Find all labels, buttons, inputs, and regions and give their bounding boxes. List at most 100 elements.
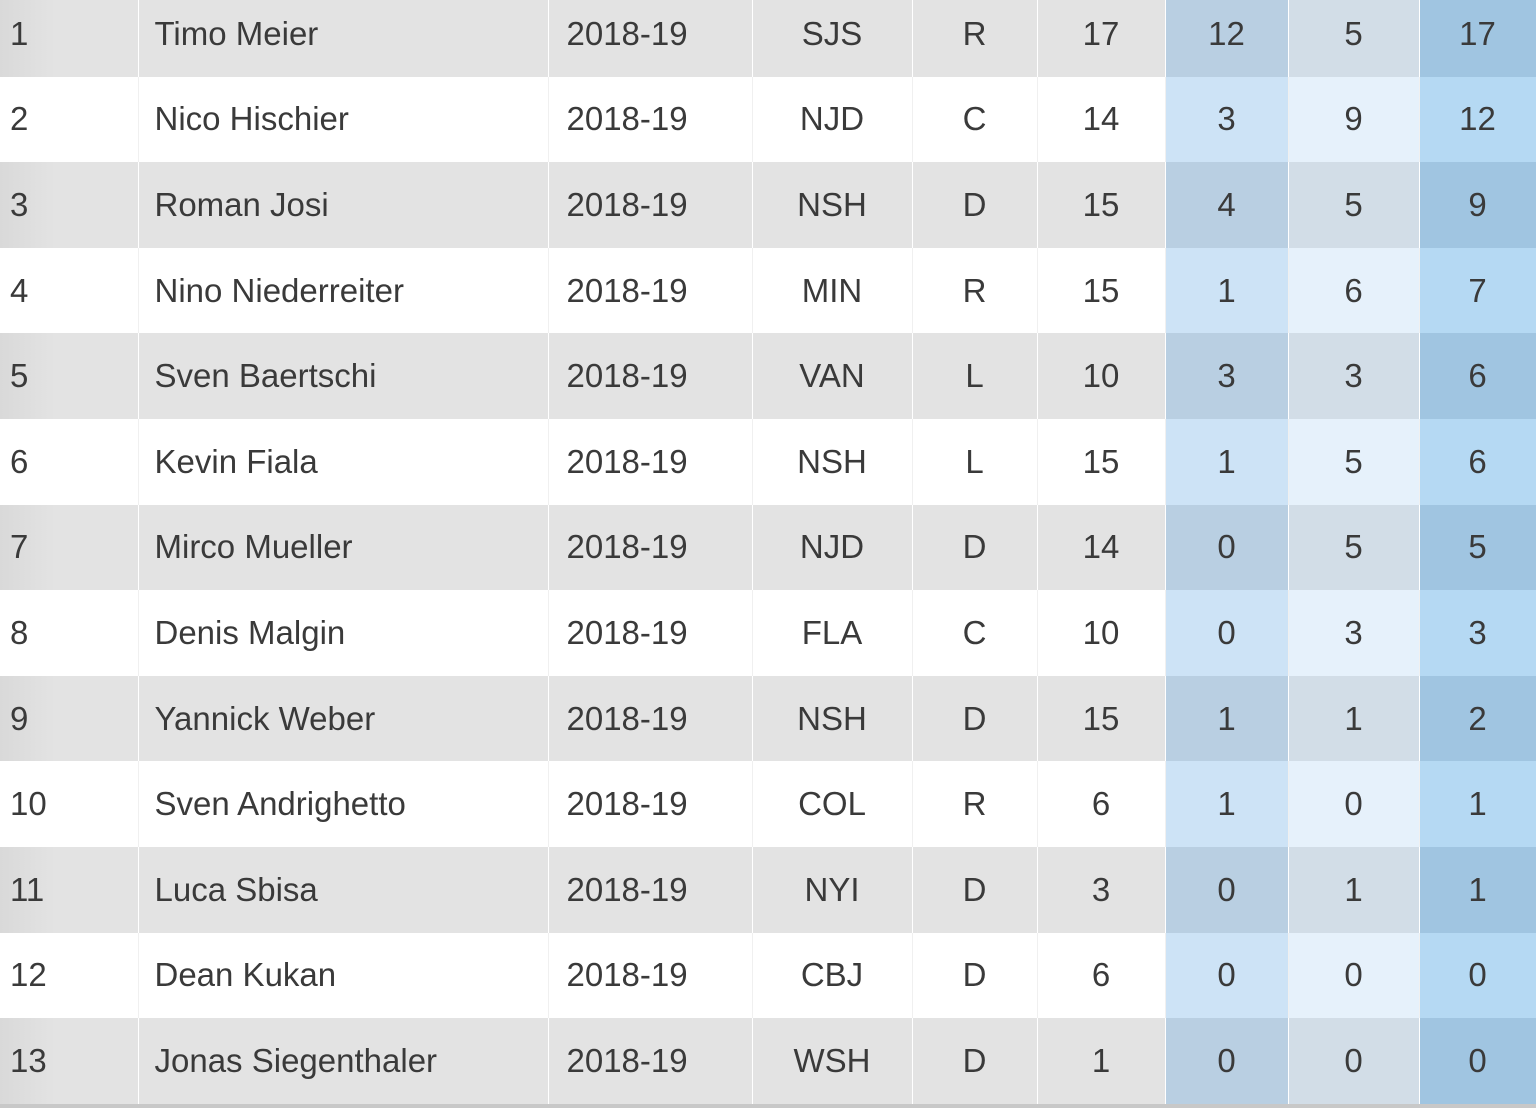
team-cell: NSH: [752, 418, 913, 505]
points-cell: 7: [1419, 247, 1536, 334]
rank-cell: 6: [0, 418, 139, 505]
player-name-cell: Sven Baertschi: [138, 333, 549, 419]
position-cell: D: [912, 162, 1038, 248]
rank-cell: 10: [0, 761, 139, 847]
assists-cell: 5: [1288, 0, 1420, 77]
goals-cell: 0: [1165, 932, 1289, 1019]
rank-cell: 7: [0, 504, 139, 591]
position-cell: D: [912, 932, 1038, 1019]
team-cell: NSH: [752, 162, 913, 248]
player-name-cell: Mirco Mueller: [138, 504, 549, 591]
assists-cell: 1: [1288, 675, 1420, 762]
games-played-cell: 6: [1037, 932, 1166, 1019]
season-cell: 2018-19: [548, 418, 753, 505]
team-cell: CBJ: [752, 932, 913, 1019]
rank-cell: 2: [0, 76, 139, 163]
games-played-cell: 10: [1037, 590, 1166, 676]
player-name-cell: Nico Hischier: [138, 76, 549, 163]
assists-cell: 5: [1288, 504, 1420, 591]
position-cell: C: [912, 590, 1038, 676]
table-row: 9 Yannick Weber 2018-19 NSH D 15 1 1 2: [0, 675, 1536, 762]
games-played-cell: 17: [1037, 0, 1166, 77]
player-name-cell: Jonas Siegenthaler: [138, 1018, 549, 1104]
assists-cell: 3: [1288, 590, 1420, 676]
position-cell: L: [912, 333, 1038, 419]
assists-cell: 0: [1288, 1018, 1420, 1104]
player-name-cell: Denis Malgin: [138, 590, 549, 676]
season-cell: 2018-19: [548, 504, 753, 591]
rank-cell: 4: [0, 247, 139, 334]
rank-cell: 8: [0, 590, 139, 676]
team-cell: VAN: [752, 333, 913, 419]
goals-cell: 1: [1165, 418, 1289, 505]
points-cell: 1: [1419, 761, 1536, 847]
team-cell: NSH: [752, 675, 913, 762]
position-cell: R: [912, 247, 1038, 334]
goals-cell: 1: [1165, 247, 1289, 334]
season-cell: 2018-19: [548, 846, 753, 933]
assists-cell: 0: [1288, 932, 1420, 1019]
table-bottom-border: [0, 1104, 1536, 1108]
goals-cell: 4: [1165, 162, 1289, 248]
position-cell: R: [912, 761, 1038, 847]
table-row: 1 Timo Meier 2018-19 SJS R 17 12 5 17: [0, 0, 1536, 77]
player-name-cell: Sven Andrighetto: [138, 761, 549, 847]
table-row: 13 Jonas Siegenthaler 2018-19 WSH D 1 0 0 0: [0, 1018, 1536, 1104]
table-row: 10 Sven Andrighetto 2018-19 COL R 6 1 0 1: [0, 761, 1536, 847]
table-row: 3 Roman Josi 2018-19 NSH D 15 4 5 9: [0, 162, 1536, 248]
games-played-cell: 15: [1037, 247, 1166, 334]
rank-cell: 11: [0, 846, 139, 933]
season-cell: 2018-19: [548, 76, 753, 163]
assists-cell: 6: [1288, 247, 1420, 334]
season-cell: 2018-19: [548, 162, 753, 248]
team-cell: MIN: [752, 247, 913, 334]
goals-cell: 0: [1165, 846, 1289, 933]
points-cell: 3: [1419, 590, 1536, 676]
games-played-cell: 1: [1037, 1018, 1166, 1104]
games-played-cell: 14: [1037, 504, 1166, 591]
rank-cell: 13: [0, 1018, 139, 1104]
goals-cell: 1: [1165, 675, 1289, 762]
rank-cell: 1: [0, 0, 139, 77]
goals-cell: 1: [1165, 761, 1289, 847]
games-played-cell: 15: [1037, 418, 1166, 505]
team-cell: NJD: [752, 504, 913, 591]
points-cell: 0: [1419, 932, 1536, 1019]
rank-cell: 5: [0, 333, 139, 419]
games-played-cell: 14: [1037, 76, 1166, 163]
points-cell: 5: [1419, 504, 1536, 591]
rank-cell: 3: [0, 162, 139, 248]
season-cell: 2018-19: [548, 675, 753, 762]
goals-cell: 12: [1165, 0, 1289, 77]
position-cell: D: [912, 504, 1038, 591]
goals-cell: 0: [1165, 504, 1289, 591]
points-cell: 9: [1419, 162, 1536, 248]
points-cell: 6: [1419, 418, 1536, 505]
season-cell: 2018-19: [548, 932, 753, 1019]
points-cell: 0: [1419, 1018, 1536, 1104]
rank-cell: 9: [0, 675, 139, 762]
assists-cell: 9: [1288, 76, 1420, 163]
season-cell: 2018-19: [548, 1018, 753, 1104]
assists-cell: 3: [1288, 333, 1420, 419]
games-played-cell: 10: [1037, 333, 1166, 419]
team-cell: FLA: [752, 590, 913, 676]
games-played-cell: 15: [1037, 675, 1166, 762]
goals-cell: 0: [1165, 590, 1289, 676]
games-played-cell: 3: [1037, 846, 1166, 933]
assists-cell: 1: [1288, 846, 1420, 933]
table-row: 7 Mirco Mueller 2018-19 NJD D 14 0 5 5: [0, 504, 1536, 591]
season-cell: 2018-19: [548, 761, 753, 847]
games-played-cell: 6: [1037, 761, 1166, 847]
position-cell: D: [912, 675, 1038, 762]
season-cell: 2018-19: [548, 590, 753, 676]
table-row: 2 Nico Hischier 2018-19 NJD C 14 3 9 12: [0, 76, 1536, 163]
points-cell: 1: [1419, 846, 1536, 933]
assists-cell: 5: [1288, 418, 1420, 505]
player-name-cell: Nino Niederreiter: [138, 247, 549, 334]
season-cell: 2018-19: [548, 0, 753, 77]
team-cell: WSH: [752, 1018, 913, 1104]
